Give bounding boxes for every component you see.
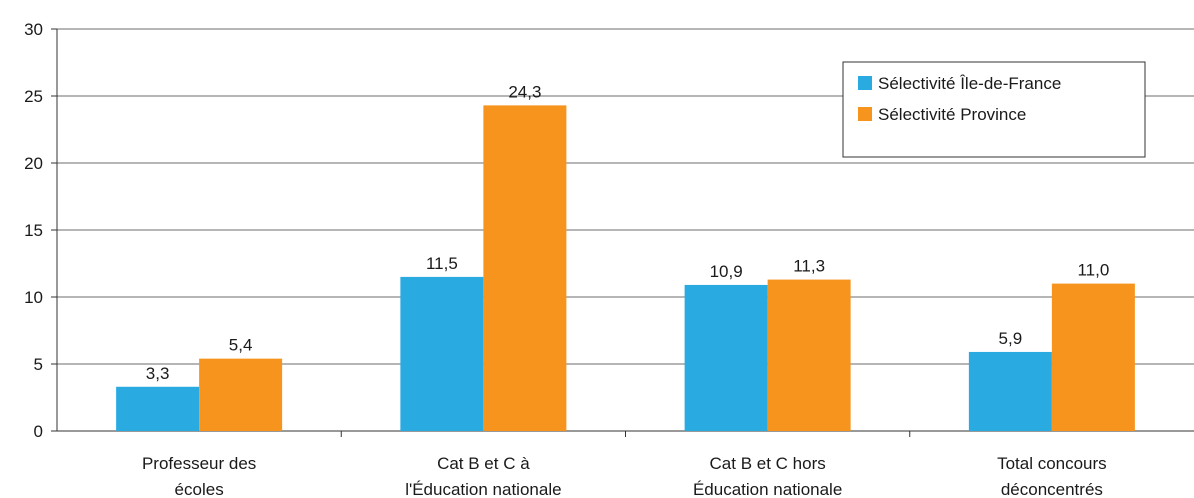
data-label: 11,0 bbox=[1077, 261, 1109, 280]
y-tick-label: 30 bbox=[24, 20, 43, 39]
x-category-label: Cat B et C hors Éducation nationale bbox=[693, 454, 842, 498]
legend-swatch bbox=[858, 76, 872, 90]
data-label: 24,3 bbox=[508, 82, 541, 101]
data-label: 10,9 bbox=[710, 262, 743, 281]
data-label: 5,4 bbox=[229, 336, 253, 355]
data-label: 5,9 bbox=[999, 329, 1023, 348]
bar-province bbox=[767, 279, 851, 431]
data-label: 11,5 bbox=[426, 254, 458, 273]
legend-swatch bbox=[858, 107, 872, 121]
legend-label: Sélectivité Île-de-France bbox=[878, 74, 1061, 93]
y-tick-label: 10 bbox=[24, 288, 43, 307]
x-category-label: Total concours déconcentrés bbox=[997, 454, 1107, 498]
axes: 0 5 10 15 20 25 30 Professeur des écoles Cat B et… bbox=[24, 20, 1194, 498]
legend-box bbox=[842, 61, 1146, 158]
x-category-label: Cat B et C à l'Éducation nationale bbox=[405, 454, 561, 498]
legend: Sélectivité Île-de-France Sélectivité Pro… bbox=[842, 61, 1146, 158]
y-tick-label: 15 bbox=[24, 221, 43, 240]
bar-ile-de-france bbox=[116, 386, 200, 431]
x-category-label: Professeur des écoles bbox=[142, 454, 256, 498]
data-label: 3,3 bbox=[146, 364, 170, 383]
legend-label: Sélectivité Province bbox=[878, 105, 1026, 124]
bar-ile-de-france bbox=[968, 351, 1052, 431]
bar-province bbox=[483, 105, 567, 431]
y-tick-label: 0 bbox=[34, 422, 43, 441]
data-labels: 3,3 5,4 11,5 24,3 10,9 11,3 5,9 11,0 bbox=[146, 82, 1109, 382]
bar-ile-de-france bbox=[400, 276, 484, 431]
bar-province bbox=[199, 358, 283, 431]
y-tick-label: 20 bbox=[24, 154, 43, 173]
y-tick-label: 5 bbox=[34, 355, 43, 374]
bar-province bbox=[1051, 283, 1135, 431]
data-label: 11,3 bbox=[793, 257, 825, 276]
bar-ile-de-france bbox=[684, 284, 768, 431]
y-tick-label: 25 bbox=[24, 87, 43, 106]
bars bbox=[116, 105, 1135, 431]
